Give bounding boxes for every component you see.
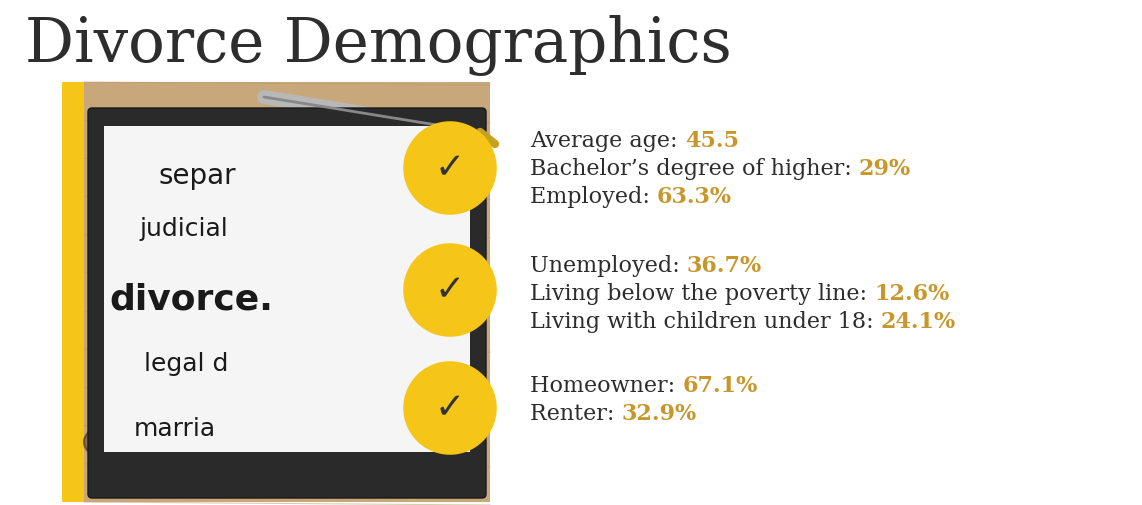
Text: ✓: ✓ bbox=[435, 273, 465, 307]
Text: legal d: legal d bbox=[144, 352, 228, 376]
Text: 63.3%: 63.3% bbox=[657, 186, 732, 208]
Text: ✓: ✓ bbox=[435, 151, 465, 185]
Text: 36.7%: 36.7% bbox=[686, 255, 762, 277]
Text: 67.1%: 67.1% bbox=[682, 375, 757, 397]
Point bbox=[441, 286, 459, 294]
Text: 24.1%: 24.1% bbox=[880, 311, 956, 333]
FancyBboxPatch shape bbox=[88, 108, 486, 498]
Text: Average age:: Average age: bbox=[530, 130, 684, 152]
Text: Unemployed:: Unemployed: bbox=[530, 255, 686, 277]
Text: Divorce Demographics: Divorce Demographics bbox=[25, 15, 732, 76]
Text: Homeowner:: Homeowner: bbox=[530, 375, 682, 397]
Ellipse shape bbox=[85, 420, 174, 465]
Text: ✓: ✓ bbox=[435, 391, 465, 425]
Text: Renter:: Renter: bbox=[530, 403, 621, 425]
Point bbox=[441, 404, 459, 412]
Point bbox=[441, 164, 459, 172]
Ellipse shape bbox=[154, 422, 234, 462]
Text: divorce.: divorce. bbox=[108, 282, 273, 316]
Text: 45.5: 45.5 bbox=[684, 130, 739, 152]
Text: 29%: 29% bbox=[859, 158, 911, 180]
Text: Bachelor’s degree of higher:: Bachelor’s degree of higher: bbox=[530, 158, 859, 180]
Text: separ: separ bbox=[159, 162, 236, 190]
Text: Employed:: Employed: bbox=[530, 186, 657, 208]
Text: Living below the poverty line:: Living below the poverty line: bbox=[530, 283, 874, 305]
Text: marria: marria bbox=[134, 417, 216, 441]
Bar bbox=[104, 126, 471, 452]
Bar bbox=[62, 82, 85, 502]
Bar bbox=[85, 82, 490, 502]
Text: 32.9%: 32.9% bbox=[621, 403, 697, 425]
Text: Living with children under 18:: Living with children under 18: bbox=[530, 311, 880, 333]
Text: 12.6%: 12.6% bbox=[874, 283, 949, 305]
Text: judicial: judicial bbox=[139, 217, 227, 241]
